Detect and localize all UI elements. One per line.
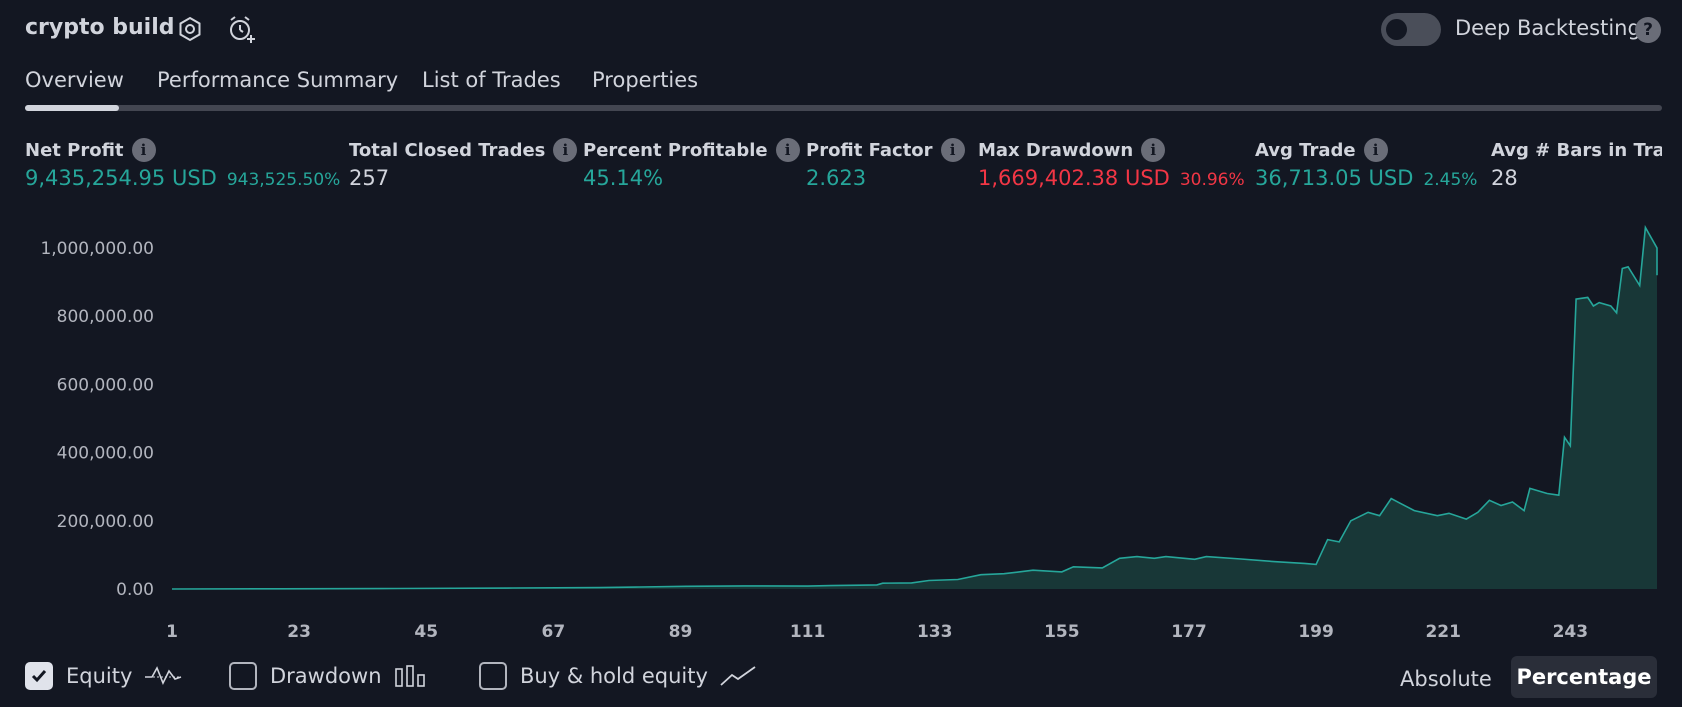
metric-value: 2.623 — [806, 166, 867, 190]
info-icon[interactable]: i — [940, 138, 965, 162]
x-tick-label: 133 — [917, 622, 953, 642]
info-icon[interactable]: i — [553, 138, 578, 162]
tab-active-indicator — [25, 105, 119, 111]
checkbox-box[interactable] — [479, 662, 507, 690]
x-axis: 1 23 45 67 89 111 133 155 177 199 221 243 — [166, 622, 1588, 642]
metric-label: Profit Factor — [806, 139, 933, 161]
deep-backtesting-toggle[interactable] — [1381, 13, 1441, 46]
metric-label: Avg # Bars in Trade — [1491, 139, 1662, 161]
metric-profit-factor: Profit Factor i 2.623 — [806, 138, 965, 190]
metric-value: 9,435,254.95 USD — [25, 166, 217, 190]
metric-value: 36,713.05 USD — [1255, 166, 1414, 190]
metric-value: 45.14% — [583, 166, 664, 190]
metric-avg-bars-in-trade: Avg # Bars in Trade 28 — [1491, 138, 1662, 191]
tab-track — [25, 105, 1662, 111]
drawdown-checkbox[interactable]: Drawdown — [229, 662, 426, 690]
mode-percentage-button[interactable]: Percentage — [1511, 656, 1657, 698]
x-tick-label: 243 — [1553, 622, 1589, 642]
equity-checkbox[interactable]: Equity — [25, 662, 182, 690]
mode-absolute-button[interactable]: Absolute — [1400, 667, 1492, 691]
y-axis: 0.00 200,000.00 400,000.00 600,000.00 800,00… — [40, 239, 154, 600]
metric-percent: 30.96% — [1179, 170, 1245, 190]
metric-value: 1,669,402.38 USD — [978, 166, 1170, 190]
tab-properties[interactable]: Properties — [592, 68, 699, 92]
y-tick-label: 200,000.00 — [57, 512, 154, 532]
tab-overview[interactable]: Overview — [25, 68, 124, 92]
x-tick-label: 89 — [669, 622, 693, 642]
x-tick-label: 221 — [1425, 622, 1461, 642]
buy-hold-checkbox[interactable]: Buy & hold equity — [479, 662, 756, 690]
chart-footer: Equity Drawdown Buy & hold equity Absolu… — [0, 656, 1682, 698]
strategy-title: crypto build — [25, 15, 175, 40]
y-tick-label: 600,000.00 — [57, 375, 154, 395]
x-tick-label: 23 — [287, 622, 311, 642]
checkmark-icon — [31, 670, 47, 683]
y-tick-label: 0.00 — [116, 580, 154, 600]
x-tick-label: 45 — [414, 622, 438, 642]
deep-backtesting-label: Deep Backtesting — [1455, 16, 1641, 40]
metric-label: Max Drawdown — [978, 139, 1134, 161]
metric-percent: 943,525.50% — [226, 170, 341, 190]
buy-hold-line-icon — [720, 665, 756, 687]
info-icon[interactable]: i — [775, 138, 800, 162]
y-tick-label: 400,000.00 — [57, 444, 154, 464]
equity-chart: 0.00 200,000.00 400,000.00 600,000.00 800,00… — [40, 224, 1658, 642]
metric-value: 257 — [349, 166, 390, 190]
drawdown-label: Drawdown — [270, 664, 382, 688]
metric-label: Avg Trade — [1255, 139, 1356, 161]
tab-list-of-trades[interactable]: List of Trades — [422, 68, 561, 92]
metric-value: 28 — [1491, 166, 1518, 190]
metric-total-closed-trades: Total Closed Trades i 257 — [349, 138, 578, 190]
tab-performance-summary[interactable]: Performance Summary — [157, 68, 399, 92]
x-tick-label: 1 — [166, 622, 178, 642]
y-tick-label: 1,000,000.00 — [40, 239, 154, 259]
report-header: crypto build Deep Backtesting ? — [25, 10, 1661, 50]
info-icon[interactable]: i — [1363, 138, 1388, 162]
metric-net-profit: Net Profit i 9,435,254.95 USD 943,525.50% — [25, 138, 340, 190]
metric-percent-profitable: Percent Profitable i 45.14% — [583, 138, 800, 190]
equity-legend-icon — [144, 665, 182, 687]
info-icon[interactable]: i — [131, 138, 156, 162]
x-tick-label: 67 — [542, 622, 566, 642]
info-icon[interactable]: i — [1141, 138, 1166, 162]
metric-label: Total Closed Trades — [349, 139, 546, 161]
x-tick-label: 155 — [1044, 622, 1080, 642]
metric-label: Net Profit — [25, 139, 124, 161]
metric-label: Percent Profitable — [583, 139, 768, 161]
settings-hexagon-icon[interactable] — [175, 14, 205, 44]
x-tick-label: 177 — [1171, 622, 1207, 642]
y-tick-label: 800,000.00 — [57, 307, 154, 327]
equity-area-fill — [172, 227, 1657, 589]
metric-percent: 2.45% — [1423, 170, 1478, 190]
metric-avg-trade: Avg Trade i 36,713.05 USD 2.45% — [1255, 138, 1477, 190]
x-tick-label: 111 — [790, 622, 826, 642]
equity-series-line — [171, 224, 1658, 590]
help-icon[interactable]: ? — [1635, 17, 1661, 43]
checkbox-box[interactable] — [229, 662, 257, 690]
x-tick-label: 199 — [1298, 622, 1334, 642]
toggle-knob — [1386, 19, 1407, 40]
buy-hold-label: Buy & hold equity — [520, 664, 708, 688]
checkbox-box[interactable] — [25, 662, 53, 690]
add-alert-clock-icon[interactable] — [227, 14, 257, 44]
metric-max-drawdown: Max Drawdown i 1,669,402.38 USD 30.96% — [978, 138, 1245, 190]
equity-label: Equity — [66, 664, 133, 688]
drawdown-bars-icon — [394, 665, 426, 687]
